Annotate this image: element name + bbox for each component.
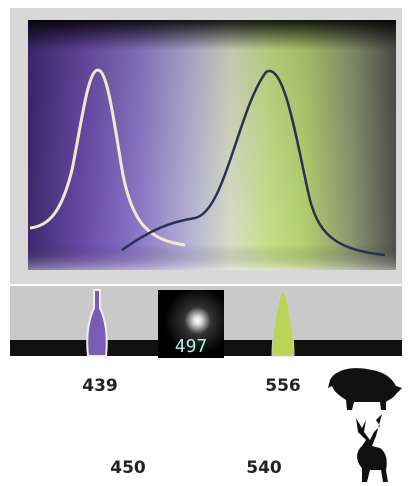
spectrum-shade xyxy=(28,20,396,270)
deer-icon xyxy=(356,414,388,482)
row-label: 450 xyxy=(110,458,146,478)
row-label: 439 xyxy=(82,376,118,396)
row-label: 556 xyxy=(265,376,301,396)
row-label: 540 xyxy=(246,458,282,478)
page: 497 439 556 450 540 (() => { const data … xyxy=(0,0,410,486)
center-label: 497 xyxy=(175,336,208,357)
boar-icon xyxy=(328,368,402,410)
diagram: 497 439 556 450 540 xyxy=(0,0,410,486)
